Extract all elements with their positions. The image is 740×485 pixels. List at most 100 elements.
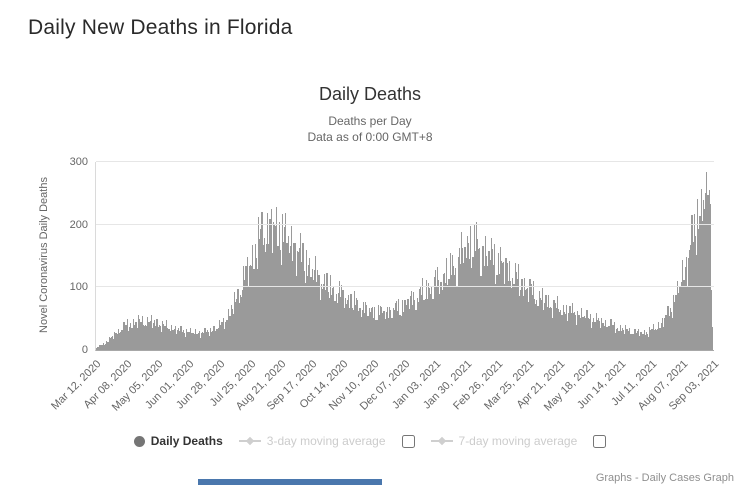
daily-deaths-bar[interactable] <box>105 343 107 350</box>
daily-deaths-bar[interactable] <box>610 318 612 350</box>
daily-deaths-bar[interactable] <box>288 253 290 350</box>
daily-deaths-bar[interactable] <box>557 308 560 350</box>
daily-deaths-bar[interactable] <box>350 293 352 350</box>
daily-deaths-bar[interactable] <box>191 332 193 350</box>
daily-deaths-bar[interactable] <box>137 327 139 350</box>
daily-deaths-bar[interactable] <box>633 334 635 350</box>
daily-deaths-bar[interactable] <box>629 333 631 350</box>
daily-deaths-bar[interactable] <box>650 329 652 350</box>
daily-deaths-bar[interactable] <box>677 293 679 350</box>
daily-deaths-bar[interactable] <box>122 329 124 350</box>
daily-deaths-bar[interactable] <box>182 330 184 350</box>
daily-deaths-bar[interactable] <box>275 225 277 350</box>
daily-deaths-bar[interactable] <box>245 265 247 350</box>
daily-deaths-bar[interactable] <box>123 321 125 350</box>
daily-deaths-bar[interactable] <box>243 266 245 350</box>
daily-deaths-bar[interactable] <box>343 308 345 350</box>
daily-deaths-bar[interactable] <box>203 332 205 350</box>
daily-deaths-bar[interactable] <box>516 279 519 350</box>
daily-deaths-bar[interactable] <box>143 325 146 350</box>
daily-deaths-bar[interactable] <box>406 304 408 350</box>
daily-deaths-bar[interactable] <box>614 332 617 350</box>
daily-deaths-bar[interactable] <box>480 275 482 350</box>
daily-deaths-bar[interactable] <box>503 262 505 350</box>
daily-deaths-bar[interactable] <box>438 280 440 350</box>
daily-deaths-bar[interactable] <box>400 315 402 350</box>
daily-deaths-bar[interactable] <box>99 345 101 350</box>
daily-deaths-bar[interactable] <box>545 295 547 350</box>
daily-deaths-bar[interactable] <box>222 318 224 350</box>
daily-deaths-bar[interactable] <box>194 333 196 350</box>
daily-deaths-bar[interactable] <box>661 317 663 350</box>
daily-deaths-bar[interactable] <box>497 253 499 350</box>
daily-deaths-bar[interactable] <box>426 298 428 350</box>
daily-deaths-bar[interactable] <box>285 212 287 350</box>
daily-deaths-bar[interactable] <box>362 302 365 350</box>
daily-deaths-bar[interactable] <box>208 335 211 350</box>
daily-deaths-bar[interactable] <box>594 321 596 350</box>
daily-deaths-bar[interactable] <box>238 302 240 350</box>
daily-deaths-bar[interactable] <box>618 330 620 350</box>
daily-deaths-bar[interactable] <box>496 274 498 350</box>
daily-deaths-bar[interactable] <box>312 280 314 350</box>
daily-deaths-bar[interactable] <box>453 266 455 350</box>
daily-deaths-bar[interactable] <box>226 319 228 350</box>
daily-deaths-bar[interactable] <box>277 246 279 350</box>
daily-deaths-bar[interactable] <box>450 275 452 350</box>
daily-deaths-bar[interactable] <box>553 300 555 350</box>
daily-deaths-bar[interactable] <box>341 284 343 350</box>
daily-deaths-bar[interactable] <box>165 320 167 350</box>
daily-deaths-bar[interactable] <box>377 305 379 350</box>
daily-deaths-bar[interactable] <box>662 327 665 350</box>
daily-deaths-bar[interactable] <box>394 302 396 350</box>
daily-deaths-bar[interactable] <box>531 294 533 350</box>
daily-deaths-bar[interactable] <box>276 206 278 350</box>
daily-deaths-bar[interactable] <box>188 332 190 350</box>
daily-deaths-bar[interactable] <box>410 291 412 350</box>
daily-deaths-bar[interactable] <box>174 325 176 350</box>
daily-deaths-bar[interactable] <box>612 324 614 350</box>
daily-deaths-bar[interactable] <box>595 312 597 350</box>
daily-deaths-bar[interactable] <box>624 333 626 350</box>
daily-deaths-bar[interactable] <box>402 312 404 350</box>
daily-deaths-bar[interactable] <box>447 285 449 350</box>
daily-deaths-bar[interactable] <box>687 258 690 350</box>
daily-deaths-bar[interactable] <box>481 245 483 350</box>
daily-deaths-bar[interactable] <box>270 208 272 350</box>
daily-deaths-bar[interactable] <box>383 310 385 350</box>
daily-deaths-bar[interactable] <box>359 307 361 350</box>
daily-deaths-bar[interactable] <box>228 308 230 350</box>
daily-deaths-bar[interactable] <box>176 329 179 350</box>
daily-deaths-bar[interactable] <box>668 316 670 350</box>
daily-deaths-bar[interactable] <box>575 315 577 350</box>
daily-deaths-bar[interactable] <box>251 266 253 350</box>
daily-deaths-bar[interactable] <box>622 329 625 350</box>
daily-deaths-bar[interactable] <box>248 265 250 350</box>
daily-deaths-bar[interactable] <box>461 232 463 350</box>
daily-deaths-bar[interactable] <box>368 307 370 350</box>
daily-deaths-bar[interactable] <box>644 334 646 350</box>
daily-deaths-bar[interactable] <box>667 306 669 350</box>
daily-deaths-bar[interactable] <box>455 267 457 350</box>
daily-deaths-bar[interactable] <box>178 327 180 350</box>
daily-deaths-bar[interactable] <box>237 288 239 350</box>
daily-deaths-bar[interactable] <box>690 245 692 350</box>
daily-deaths-bar[interactable] <box>161 331 163 350</box>
daily-deaths-bar[interactable] <box>448 278 450 350</box>
daily-deaths-bar[interactable] <box>528 302 530 350</box>
daily-deaths-bar[interactable] <box>330 295 333 350</box>
daily-deaths-bar[interactable] <box>684 267 686 350</box>
daily-deaths-bar[interactable] <box>422 277 424 350</box>
daily-deaths-bar[interactable] <box>515 271 517 350</box>
daily-deaths-bar[interactable] <box>599 320 601 350</box>
daily-deaths-bar[interactable] <box>304 283 306 350</box>
daily-deaths-bar[interactable] <box>307 276 309 350</box>
daily-deaths-bar[interactable] <box>334 300 336 350</box>
daily-deaths-bar[interactable] <box>325 290 327 350</box>
daily-deaths-bar[interactable] <box>490 237 492 350</box>
daily-deaths-bar[interactable] <box>297 252 300 350</box>
daily-deaths-bar[interactable] <box>488 251 490 350</box>
daily-deaths-series[interactable] <box>96 162 714 350</box>
daily-deaths-bar[interactable] <box>299 247 301 350</box>
daily-deaths-bar[interactable] <box>522 295 524 350</box>
